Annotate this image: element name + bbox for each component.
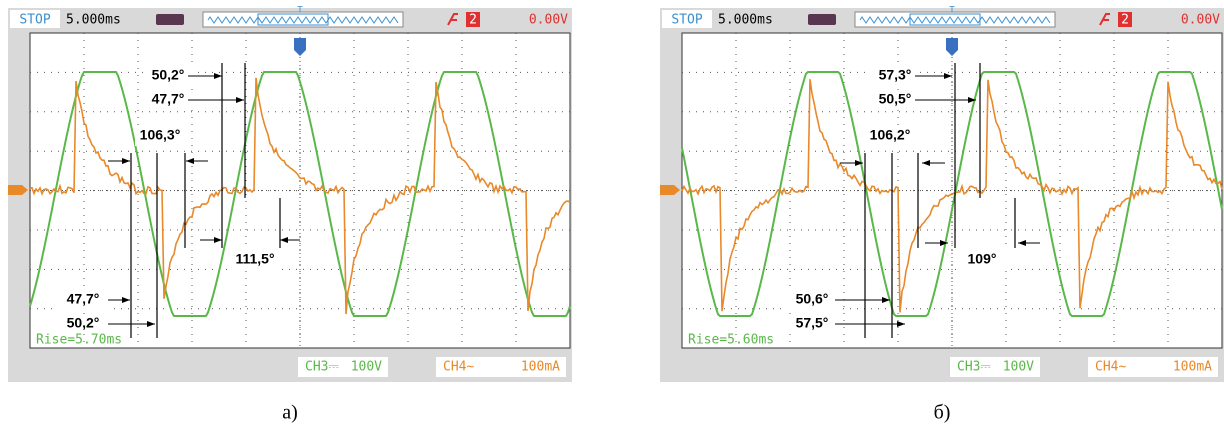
ch3-scale: 100V bbox=[1003, 360, 1034, 375]
status: STOP bbox=[671, 13, 702, 28]
oscilloscope-panel: STOP 5.000ms T 2 0.00V 57,3° 50,5° 106,2° 109° 50… bbox=[660, 4, 1224, 382]
annotation: 106,2° bbox=[870, 127, 911, 143]
annotation: 47,7° bbox=[67, 291, 100, 307]
ch4-scale: 100mA bbox=[521, 360, 560, 375]
ch4-scale: 100mA bbox=[1173, 360, 1212, 375]
trigger-channel: 2 bbox=[1121, 13, 1129, 28]
caption: б) bbox=[934, 402, 951, 424]
oscilloscope-panel: STOP 5.000ms T 2 0.00V 50,2° 47,7° 106,3° 111,5°… bbox=[8, 4, 572, 382]
battery-icon bbox=[156, 14, 184, 25]
status: STOP bbox=[19, 13, 50, 28]
caption: а) bbox=[282, 402, 298, 424]
ch3-label: CH3⎓ bbox=[957, 360, 991, 375]
memory-trigger: T bbox=[297, 4, 303, 14]
annotation: 111,5° bbox=[235, 251, 274, 267]
annotation: 50,2° bbox=[67, 315, 100, 331]
annotation: 57,5° bbox=[796, 315, 829, 331]
figure: STOP 5.000ms T 2 0.00V 50,2° 47,7° 106,3° 111,5°… bbox=[0, 0, 1224, 438]
annotation: 57,3° bbox=[879, 67, 912, 83]
annotation: 50,6° bbox=[796, 291, 829, 307]
timebase: 5.000ms bbox=[718, 13, 773, 28]
measurement: Rise=5.70ms bbox=[36, 333, 122, 348]
ch4-label: CH4∼ bbox=[1095, 360, 1126, 375]
timebase: 5.000ms bbox=[66, 13, 121, 28]
trigger-level: 0.00V bbox=[529, 13, 568, 28]
trigger-level: 0.00V bbox=[1181, 13, 1220, 28]
ch4-label: CH4∼ bbox=[443, 360, 474, 375]
annotation: 106,3° bbox=[140, 127, 181, 143]
annotation: 50,2° bbox=[152, 67, 185, 83]
measurement: Rise=5.60ms bbox=[688, 333, 774, 348]
annotation: 47,7° bbox=[152, 91, 185, 107]
ch3-scale: 100V bbox=[351, 360, 382, 375]
memory-trigger: T bbox=[949, 4, 955, 14]
trigger-channel: 2 bbox=[469, 13, 477, 28]
annotation: 50,5° bbox=[879, 91, 912, 107]
battery-icon bbox=[808, 14, 836, 25]
annotation: 109° bbox=[968, 251, 997, 267]
ch3-label: CH3⎓ bbox=[305, 360, 339, 375]
